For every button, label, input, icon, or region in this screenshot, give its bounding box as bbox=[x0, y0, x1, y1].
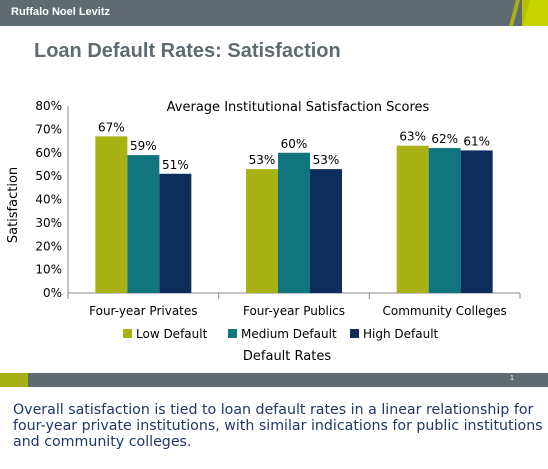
footer-accent bbox=[0, 373, 28, 387]
data-label: 53% bbox=[249, 153, 276, 167]
brand-name: Ruffalo Noel Levitz bbox=[11, 6, 111, 18]
y-tick-label: 80% bbox=[35, 99, 62, 113]
corner-accent-icon bbox=[509, 0, 548, 26]
bar bbox=[428, 148, 461, 293]
header-bar bbox=[0, 0, 548, 26]
bar bbox=[159, 173, 192, 293]
legend-swatch bbox=[228, 329, 237, 338]
legend-swatch bbox=[123, 329, 132, 338]
category-label: Four-year Publics bbox=[243, 304, 345, 318]
bar bbox=[396, 145, 429, 293]
y-tick-label: 20% bbox=[35, 239, 62, 253]
data-label: 61% bbox=[463, 134, 490, 148]
legend-label: Medium Default bbox=[241, 327, 337, 341]
x-axis-title: Default Rates bbox=[243, 349, 331, 364]
bar bbox=[95, 136, 128, 293]
category-label: Four-year Privates bbox=[89, 304, 197, 318]
page-number: 1 bbox=[510, 375, 514, 382]
footer-bar bbox=[0, 373, 548, 387]
data-label: 60% bbox=[281, 137, 308, 151]
data-label: 63% bbox=[399, 130, 426, 144]
category-label: Community Colleges bbox=[383, 304, 507, 318]
legend-label: Low Default bbox=[136, 327, 208, 341]
y-tick-label: 60% bbox=[35, 146, 62, 160]
y-tick-label: 40% bbox=[35, 193, 62, 207]
summary-caption: Overall satisfaction is tied to loan def… bbox=[13, 402, 543, 450]
data-label: 53% bbox=[313, 153, 340, 167]
chart-title: Average Institutional Satisfaction Score… bbox=[167, 100, 430, 115]
legend-label: High Default bbox=[363, 327, 439, 341]
y-tick-label: 30% bbox=[35, 216, 62, 230]
bar bbox=[310, 169, 342, 293]
data-label: 62% bbox=[431, 132, 458, 146]
y-tick-label: 70% bbox=[35, 122, 62, 136]
y-tick-label: 10% bbox=[35, 263, 62, 277]
slide-title: Loan Default Rates: Satisfaction bbox=[34, 40, 341, 62]
bar bbox=[127, 155, 160, 293]
y-axis-title: Satisfaction bbox=[6, 167, 21, 243]
data-label: 51% bbox=[162, 158, 189, 172]
legend-swatch bbox=[350, 329, 359, 338]
y-tick-label: 50% bbox=[35, 169, 62, 183]
data-label: 59% bbox=[130, 139, 157, 153]
bar bbox=[460, 150, 493, 293]
bar-chart: Average Institutional Satisfaction Score… bbox=[6, 99, 521, 364]
bar bbox=[278, 152, 310, 293]
bar bbox=[246, 169, 278, 293]
y-tick-label: 0% bbox=[43, 286, 62, 300]
data-label: 67% bbox=[98, 120, 125, 134]
